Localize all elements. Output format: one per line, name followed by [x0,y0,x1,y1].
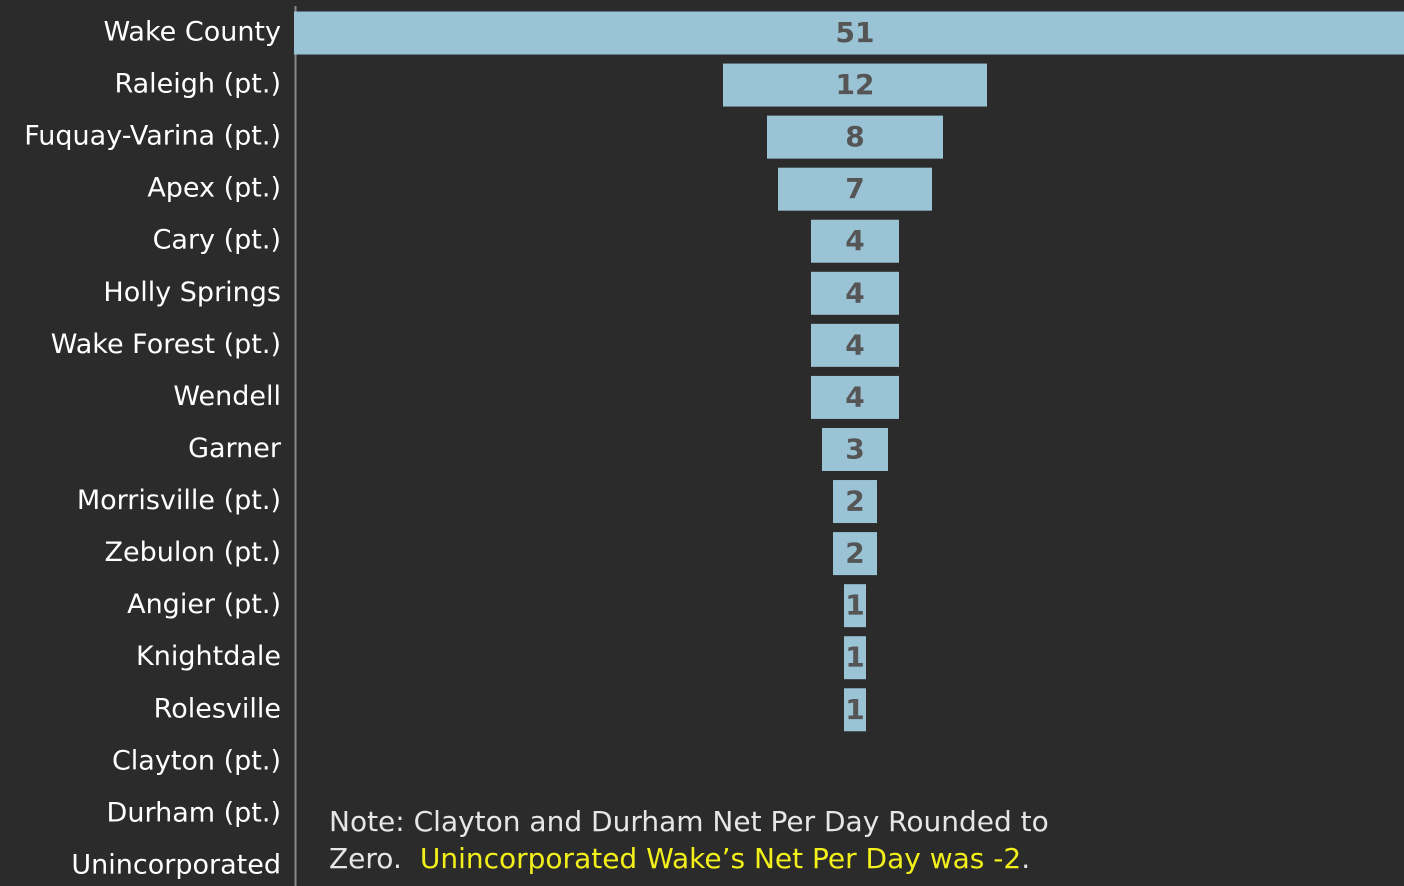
value-label: 1 [845,589,864,622]
value-label: 3 [845,432,864,465]
category-label: Garner [188,433,282,464]
bar [822,427,888,471]
category-label: Knightdale [136,641,281,672]
bar [811,219,899,263]
value-label: 4 [845,276,864,309]
bar [844,688,866,732]
bar [811,271,899,315]
bar [811,323,899,367]
value-label: 1 [845,641,864,674]
category-label: Rolesville [154,693,281,724]
bar [811,375,899,419]
value-label: 7 [845,172,864,205]
note-line: Zero. Unincorporated Wake’s Net Per Day w… [329,842,1030,875]
category-label: Wendell [173,381,281,412]
note-text: . [1021,842,1030,875]
category-label: Angier (pt.) [127,589,281,620]
bar [844,636,866,680]
note-highlight: Unincorporated Wake’s Net Per Day was -2 [420,842,1021,875]
category-label: Morrisville (pt.) [77,485,281,516]
category-label: Durham (pt.) [107,797,281,828]
note-line: Note: Clayton and Durham Net Per Day Rou… [329,805,1049,838]
value-label: 2 [845,537,864,570]
bar [833,532,877,576]
value-label: 51 [836,16,875,49]
bar [833,480,877,524]
category-label: Apex (pt.) [147,173,281,204]
category-label: Cary (pt.) [153,225,281,256]
value-label: 4 [845,224,864,257]
note-text: Zero. [329,842,402,875]
value-label: 8 [845,120,864,153]
category-label: Fuquay-Varina (pt.) [24,121,281,152]
bar [723,63,987,107]
bar [767,115,943,159]
value-label: 1 [845,693,864,726]
category-label: Unincorporated [71,849,281,880]
category-label: Holly Springs [103,277,281,308]
value-label: 4 [845,380,864,413]
category-label: Wake County [103,17,281,48]
bar [844,584,866,628]
category-label: Clayton (pt.) [112,745,281,776]
value-label: 12 [836,68,875,101]
bar [294,11,1404,55]
bar [778,167,932,211]
category-label: Zebulon (pt.) [105,537,281,568]
value-label: 2 [845,485,864,518]
category-label: Raleigh (pt.) [114,69,281,100]
value-label: 4 [845,328,864,361]
category-label: Wake Forest (pt.) [51,329,281,360]
